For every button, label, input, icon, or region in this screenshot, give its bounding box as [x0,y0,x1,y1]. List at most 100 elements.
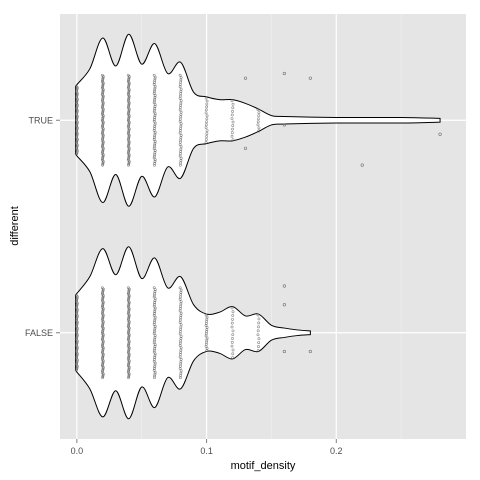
data-point [101,291,104,295]
data-point [127,135,131,138]
data-point [101,321,105,325]
data-point [153,97,157,101]
data-point [153,348,156,352]
data-point [101,329,105,333]
data-point [101,316,105,320]
data-point [101,308,105,312]
data-point [101,84,105,88]
data-point [153,130,157,134]
data-point [127,92,130,95]
data-point [101,111,104,115]
data-point [127,82,131,86]
data-point [127,107,131,111]
data-point [231,102,235,106]
axis-layer: 0.0 0.1 0.2 TRUE FALSE [25,115,343,456]
data-point [127,320,131,324]
data-point [127,148,131,152]
data-point [101,142,105,146]
data-point [256,123,260,127]
data-point [127,333,131,337]
data-point [75,361,79,364]
data-point [153,88,157,92]
data-point [101,75,105,78]
data-point [127,369,130,373]
data-point [127,85,130,89]
data-point [230,340,234,344]
data-point [75,339,79,343]
data-point [75,359,79,363]
data-point [153,321,156,325]
data-point [127,347,131,351]
data-point [101,153,105,157]
data-point [127,324,130,327]
data-point [101,131,104,135]
data-point [127,88,131,92]
data-point [101,107,105,111]
data-point [127,90,131,94]
data-point [127,296,131,300]
data-point [153,361,157,365]
data-point [101,103,105,107]
data-point [153,145,156,149]
data-point [127,322,131,326]
data-point [75,89,79,93]
data-point [127,343,130,347]
data-point [127,76,131,80]
data-point [101,105,104,108]
data-point [101,110,105,114]
data-point [75,330,79,334]
data-point [127,162,131,166]
data-point [101,137,104,141]
data-point [153,372,157,376]
data-point [101,352,105,356]
data-point [75,305,79,309]
data-point [127,133,131,137]
data-point [257,337,261,341]
data-point [257,117,260,121]
data-point [153,299,157,303]
data-point [127,103,131,107]
data-point [127,375,131,378]
data-point [101,120,105,124]
data-point [127,111,130,115]
data-point [204,111,208,115]
data-point [75,297,79,301]
data-point [101,288,105,292]
data-point [230,344,234,348]
data-point [153,312,156,315]
data-point [101,140,105,144]
data-point [127,127,131,131]
data-point [153,149,157,152]
data-point [101,149,105,153]
data-point [127,114,131,118]
data-point [101,333,105,337]
data-point [153,86,157,90]
data-point [101,368,105,372]
data-point [127,146,131,150]
data-point [127,298,130,301]
data-point [127,341,131,344]
data-point [75,353,79,357]
data-point [204,126,208,130]
data-point [205,120,208,124]
data-point [153,302,156,306]
data-point [101,326,105,330]
data-point [256,313,260,317]
data-point [231,333,235,337]
data-point [127,290,131,294]
data-point [101,290,105,294]
data-point [127,300,131,304]
data-point [204,123,208,127]
data-point [101,94,105,98]
data-point [75,345,79,349]
data-point [127,115,131,119]
data-point [127,150,130,154]
data-point [204,344,208,348]
data-point [204,108,208,112]
data-point [127,317,130,321]
data-point [75,296,79,300]
data-point [153,326,157,330]
data-point [101,365,105,369]
data-point [127,313,131,317]
data-point [75,328,79,331]
